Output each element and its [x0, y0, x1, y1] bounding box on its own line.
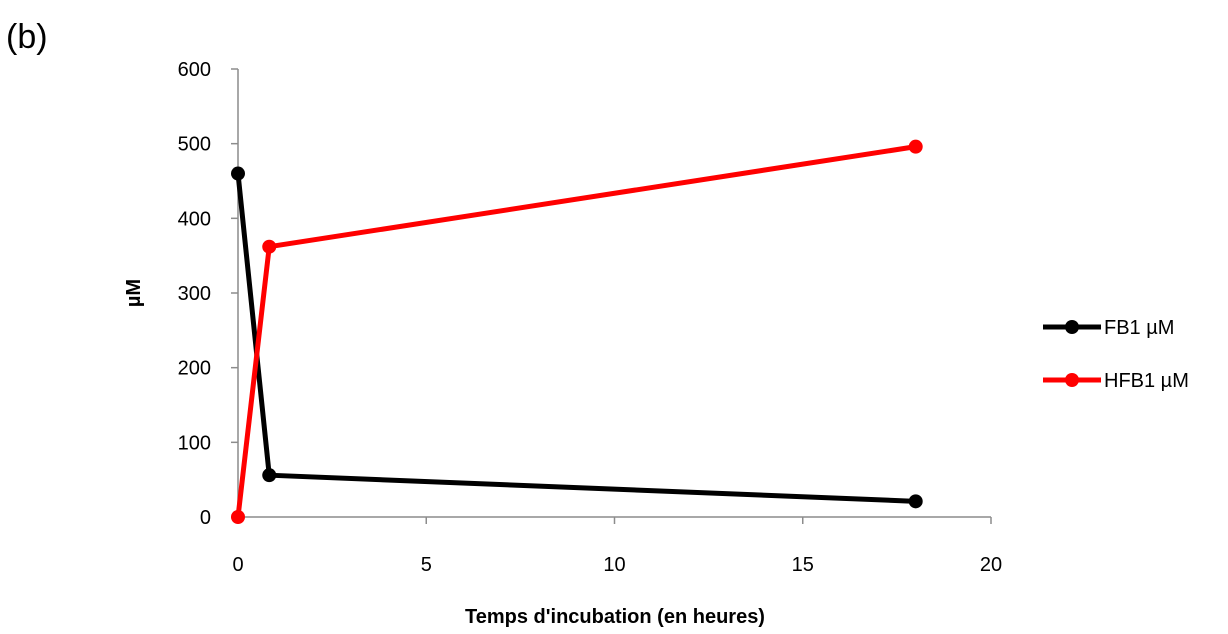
- series-1-point: [908, 494, 923, 509]
- legend-item-1-swatch-marker: [1065, 320, 1079, 334]
- series-1-line: [235, 173, 916, 504]
- panel-label: (b): [6, 18, 48, 56]
- y-tick-label: 200: [178, 358, 211, 380]
- y-tick-label: 400: [178, 208, 211, 230]
- series-2-point: [908, 139, 923, 154]
- x-tick-label: 15: [792, 554, 814, 576]
- y-axis-ticks: 0 100 200 300 400 500 600: [178, 59, 238, 529]
- series-2-point: [231, 510, 245, 524]
- legend: FB1 µM HFB1 µM: [1043, 317, 1189, 392]
- series-1-point: [262, 468, 277, 483]
- legend-item-2: HFB1 µM: [1043, 370, 1189, 392]
- legend-item-1-label: FB1 µM: [1104, 317, 1174, 339]
- series-1-point: [231, 166, 245, 181]
- y-tick-label: 300: [178, 283, 211, 305]
- series-layer: [231, 139, 923, 524]
- legend-item-2-swatch-marker: [1065, 373, 1079, 387]
- x-tick-label: 10: [603, 554, 625, 576]
- legend-item-1: FB1 µM: [1043, 317, 1174, 339]
- y-tick-label: 100: [178, 432, 211, 454]
- series-1: [231, 166, 923, 509]
- series-2: [231, 139, 923, 524]
- x-tick-label: 0: [232, 554, 243, 576]
- x-axis-ticks: 0 5 10 15 20: [232, 517, 1002, 576]
- series-2-point: [262, 239, 277, 254]
- series-2-line: [235, 144, 917, 518]
- legend-item-2-label: HFB1 µM: [1104, 370, 1189, 392]
- x-tick-label: 20: [980, 554, 1002, 576]
- y-tick-label: 600: [178, 59, 211, 81]
- y-axis-title: µM: [123, 279, 145, 307]
- x-tick-label: 5: [421, 554, 432, 576]
- y-tick-label: 0: [200, 507, 211, 529]
- y-tick-label: 500: [178, 134, 211, 156]
- x-axis-title: Temps d'incubation (en heures): [465, 606, 765, 628]
